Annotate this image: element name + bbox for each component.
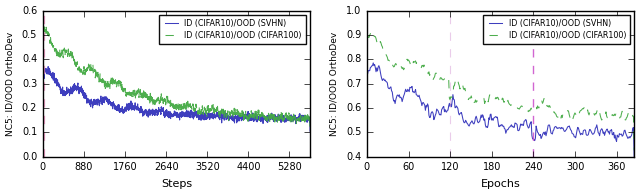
Legend: ID (CIFAR10)/OOD (SVHN), ID (CIFAR10)/OOD (CIFAR100): ID (CIFAR10)/OOD (SVHN), ID (CIFAR10)/OO… bbox=[483, 15, 630, 44]
Legend: ID (CIFAR10)/OOD (SVHN), ID (CIFAR10)/OOD (CIFAR100): ID (CIFAR10)/OOD (SVHN), ID (CIFAR10)/OO… bbox=[159, 15, 306, 44]
Y-axis label: NC5: ID/OOD OrthoDev: NC5: ID/OOD OrthoDev bbox=[6, 32, 15, 136]
X-axis label: Epochs: Epochs bbox=[481, 179, 520, 189]
X-axis label: Steps: Steps bbox=[161, 179, 192, 189]
Y-axis label: NC5: ID/OOD OrthoDev: NC5: ID/OOD OrthoDev bbox=[330, 32, 339, 136]
